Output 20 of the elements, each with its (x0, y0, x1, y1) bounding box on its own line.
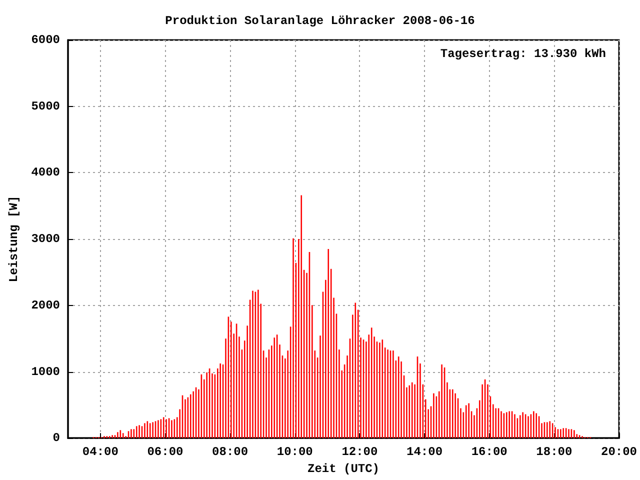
x-tick-label: 06:00 (147, 445, 184, 460)
y-tick-label: 0 (52, 431, 60, 446)
x-tick-label: 16:00 (471, 445, 508, 460)
y-tick-label: 3000 (31, 232, 60, 246)
x-axis-title: Zeit (UTC) (307, 462, 380, 476)
y-tick-label: 6000 (31, 33, 60, 47)
y-tick-label: 5000 (31, 99, 60, 114)
x-tick-label: 20:00 (600, 445, 638, 460)
x-tick-label: 04:00 (82, 445, 118, 460)
x-tick-label: 08:00 (212, 445, 248, 460)
x-tick-label: 12:00 (342, 445, 378, 460)
x-tick-label: 10:00 (276, 445, 313, 460)
x-tick-label: 14:00 (406, 445, 443, 460)
y-tick-label: 2000 (31, 298, 60, 312)
chart-title: Produktion Solaranlage Löhracker 2008-06-16 (165, 14, 475, 28)
x-tick-label: 18:00 (536, 445, 572, 460)
y-axis-title: Leistung [W] (7, 196, 21, 282)
y-tick-label: 1000 (31, 364, 60, 379)
y-tick-label: 4000 (31, 166, 60, 180)
annotation: Tagesertrag: 13.930 kWh (440, 47, 606, 61)
